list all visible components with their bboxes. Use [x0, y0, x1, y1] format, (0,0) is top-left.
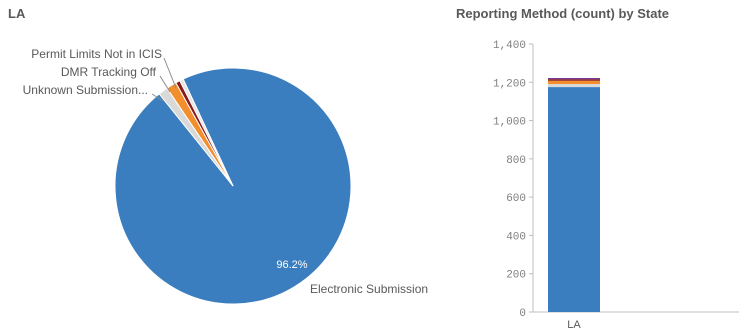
pie-label-dmr-tracking-off: DMR Tracking Off	[61, 65, 157, 79]
pie-data-label: 96.2%	[276, 259, 307, 271]
x-category-label: LA	[567, 319, 581, 331]
y-tick-label: 400	[506, 231, 526, 243]
pie-leader-line	[163, 57, 177, 89]
y-tick-label: 800	[506, 155, 526, 167]
bar-segment-permit-limits-not-in-icis[interactable]	[548, 79, 600, 81]
bar-segment-electronic-submission[interactable]	[548, 87, 600, 312]
bar-segment-dmr-tracking-off[interactable]	[548, 80, 600, 85]
y-tick-label: 1,200	[493, 78, 526, 90]
y-tick-label: 0	[519, 308, 526, 320]
bar-chart-title: Reporting Method (count) by State	[456, 6, 670, 21]
pie-leader-line	[159, 75, 171, 93]
y-tick-label: 200	[506, 270, 526, 282]
bar-segment-unknown-submission[interactable]	[548, 84, 600, 88]
y-tick-label: 600	[506, 193, 526, 205]
bar-segment-other-4[interactable]	[548, 78, 600, 80]
pie-chart-title: LA	[8, 6, 26, 21]
pie-slice-other-4[interactable]	[179, 78, 234, 187]
pie-label-electronic-submission: Electronic Submission	[310, 282, 428, 296]
pie-label-permit-limits-not-in-icis: Permit Limits Not in ICIS	[31, 47, 162, 61]
y-tick-label: 1,400	[493, 40, 526, 52]
pie-label-unknown-submission: Unknown Submission...	[23, 83, 148, 97]
y-tick-label: 1,000	[493, 117, 526, 129]
pie-leader-line	[151, 93, 164, 102]
